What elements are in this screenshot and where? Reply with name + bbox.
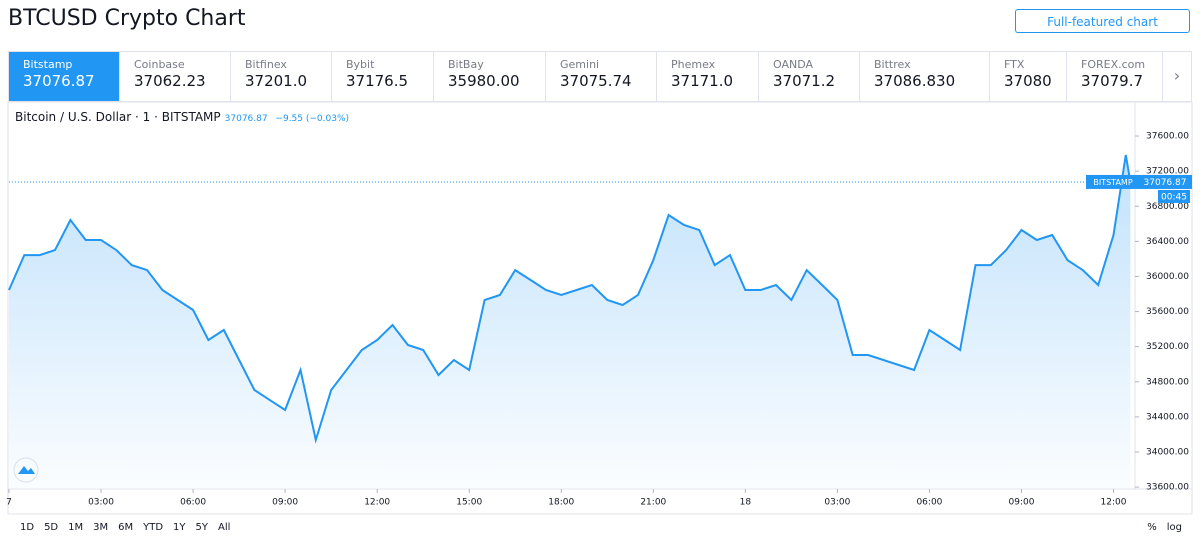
range-button[interactable]: 5D [44, 522, 59, 533]
tab-price: 37075.74 [560, 72, 632, 90]
tab-name: Bybit [346, 58, 375, 71]
x-tick-label: 06:00 [180, 498, 206, 508]
y-tick-label: 37200.00 [1146, 167, 1189, 177]
chart-frame [7, 101, 1193, 515]
tab-price: 37201.0 [245, 72, 308, 90]
x-tick-label: 03:00 [88, 498, 114, 508]
tab[interactable]: Bittrex 37086.830 [860, 52, 990, 101]
x-tick-label: 18 [740, 498, 752, 508]
tab-name: Bitfinex [245, 58, 287, 71]
tab-price: 37080 [1004, 72, 1052, 90]
tab-name: FTX [1004, 58, 1025, 71]
x-tick-label: 03:00 [824, 498, 850, 508]
y-tick-label: 36400.00 [1146, 237, 1189, 247]
tab-price: 37062.23 [134, 72, 206, 90]
tab[interactable]: FOREX.com 37079.7 [1067, 52, 1163, 101]
toolbar: 1D 5D 1M 3M 6M YTD 1Y 5Y All% log [8, 516, 1192, 538]
tab[interactable]: Bitfinex 37201.0 [231, 52, 332, 101]
y-tick-label: 35600.00 [1146, 307, 1189, 317]
y-tick-label: 34400.00 [1146, 412, 1189, 422]
range-button[interactable]: 6M [118, 522, 134, 533]
exchange-tabs: Bitstamp 37076.87 Coinbase 37062.23 Bitfinex… [8, 51, 1192, 102]
change: −9.55 (−0.03%) [275, 114, 350, 124]
scale-options: % log [1147, 522, 1192, 533]
tab-name: Bittrex [874, 58, 911, 71]
price-tag-box [1086, 174, 1192, 189]
ranges: 1D 5D 1M 3M 6M YTD 1Y 5Y All [20, 522, 240, 533]
time-tag: 00:45 [1161, 192, 1187, 202]
y-tick-label: 33600.00 [1146, 483, 1189, 493]
area [9, 155, 1131, 488]
tab-name: Gemini [560, 58, 600, 71]
x-tick-label: 21:00 [640, 498, 666, 508]
range-button[interactable]: 1M [68, 522, 84, 533]
x-tick-label: 06:00 [916, 498, 942, 508]
tab-name: Coinbase [134, 58, 185, 71]
tab-price: 37086.830 [874, 72, 956, 90]
tab[interactable]: Bitstamp 37076.87 [9, 52, 120, 101]
next-arrow[interactable]: › [1173, 66, 1181, 85]
y-tick-label: 34000.00 [1146, 448, 1189, 458]
range-button[interactable]: 1Y [173, 522, 186, 533]
y-tick-label: 34800.00 [1146, 377, 1189, 387]
range-button[interactable]: All [218, 522, 231, 533]
x-tick-label: 15:00 [456, 498, 482, 508]
range-button[interactable]: 3M [93, 522, 109, 533]
tab-price: 35980.00 [448, 72, 520, 90]
title: BTCUSD Crypto Chart [8, 6, 246, 31]
price-tag-name: BITSTAMP [1093, 178, 1132, 187]
tab-price: 37171.0 [671, 72, 734, 90]
y-tick-label: 37600.00 [1146, 132, 1189, 142]
tab-name: FOREX.com [1081, 58, 1146, 71]
x-tick-label: 12:00 [1101, 498, 1127, 508]
tab-name: Bitstamp [23, 58, 73, 71]
quote: 37076.87 [224, 114, 268, 124]
range-button[interactable]: 5Y [195, 522, 209, 533]
tab-price: 37079.7 [1081, 72, 1144, 90]
x-tick-label: 18:00 [548, 498, 574, 508]
x-tick-label: 7 [6, 498, 12, 508]
tab[interactable]: Bybit 37176.5 [332, 52, 434, 101]
full-chart-button[interactable]: Full-featured chart [1015, 9, 1190, 33]
range-button[interactable]: YTD [143, 522, 164, 533]
price-tag-value: 37076.87 [1144, 178, 1187, 188]
line [8, 154, 1132, 444]
scale-button[interactable]: log [1166, 522, 1182, 533]
tab-price: 37076.87 [23, 72, 95, 90]
tab[interactable]: Phemex 37171.0 [657, 52, 759, 101]
time-tag-box [1158, 189, 1190, 203]
tab-name: BitBay [448, 58, 484, 71]
legend: Bitcoin / U.S. Dollar · 1 · BITSTAMP 3707… [15, 110, 349, 124]
tab[interactable]: FTX 37080 [990, 52, 1067, 101]
range-button[interactable]: 1D [20, 522, 35, 533]
tab[interactable]: Gemini 37075.74 [546, 52, 657, 101]
tab-price: 37176.5 [346, 72, 409, 90]
scale-button[interactable]: % [1147, 522, 1157, 533]
y-tick-label: 36800.00 [1146, 202, 1189, 212]
x-tick-label: 09:00 [272, 498, 298, 508]
x-tick-label: 12:00 [364, 498, 390, 508]
tab[interactable]: BitBay 35980.00 [434, 52, 546, 101]
tab-price: 37071.2 [773, 72, 836, 90]
tab[interactable]: Coinbase 37062.23 [120, 52, 231, 101]
tab-name: OANDA [773, 58, 814, 71]
y-tick-label: 36000.00 [1146, 272, 1189, 282]
tab[interactable]: OANDA 37071.2 [759, 52, 860, 101]
symbol: Bitcoin / U.S. Dollar · 1 · BITSTAMP [15, 110, 221, 124]
tab-name: Phemex [671, 58, 716, 71]
y-tick-label: 35200.00 [1146, 342, 1189, 352]
x-tick-label: 09:00 [1009, 498, 1035, 508]
